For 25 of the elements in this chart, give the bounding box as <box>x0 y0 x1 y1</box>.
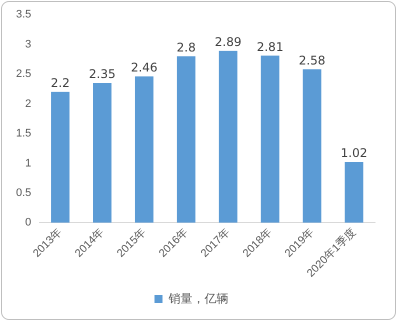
bar <box>134 76 154 223</box>
y-tick-label: 0.5 <box>16 187 32 200</box>
y-tick-label: 0 <box>25 216 32 229</box>
y-tick-label: 2 <box>25 98 32 110</box>
y-tick-label: 1.5 <box>16 128 32 140</box>
y-tick-label: 3.5 <box>16 8 32 21</box>
y-tick-label: 2.5 <box>16 68 32 80</box>
bar <box>51 92 70 223</box>
data-label: 2.35 <box>88 67 116 82</box>
bar <box>302 69 322 223</box>
bar <box>260 56 280 223</box>
bar <box>93 82 112 223</box>
data-label: 1.02 <box>340 146 368 160</box>
data-label: 2.46 <box>130 60 158 75</box>
data-label: 2.89 <box>214 34 242 49</box>
data-label: 2.81 <box>256 40 284 54</box>
data-label: 2.8 <box>176 40 196 54</box>
bar <box>218 50 238 223</box>
data-label: 2.58 <box>298 53 326 68</box>
y-tick-label: 1 <box>25 157 32 170</box>
bar <box>176 56 196 223</box>
bar <box>344 162 364 223</box>
legend-label: 销量，亿辆 <box>168 291 228 306</box>
y-tick-label: 3 <box>25 38 32 50</box>
data-label: 2.2 <box>50 76 70 90</box>
